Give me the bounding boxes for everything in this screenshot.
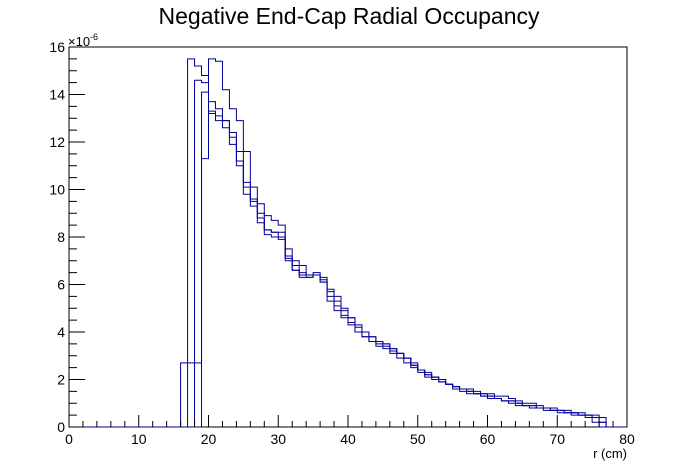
y-tick-label: 2 <box>57 372 65 388</box>
y-tick-label: 10 <box>49 182 65 198</box>
y-tick-label: 14 <box>49 87 65 103</box>
histogram-series-2 <box>69 79 627 428</box>
x-tick-label: 40 <box>340 431 356 447</box>
x-tick-label: 50 <box>410 431 426 447</box>
plot-frame <box>68 46 628 428</box>
y-axis: 0 2 4 6 8 10 12 14 16 <box>49 39 85 435</box>
y-tick-label: 6 <box>57 277 65 293</box>
x-tick-label: 0 <box>65 431 73 447</box>
y-axis-multiplier-exponent: -6 <box>90 32 98 42</box>
x-tick-label: 80 <box>619 431 635 447</box>
y-tick-label: 4 <box>57 324 65 340</box>
plot-border <box>68 46 628 428</box>
chart-title: Negative End-Cap Radial Occupancy <box>159 3 540 29</box>
x-axis-label: r (cm) <box>593 446 627 461</box>
x-tick-label: 70 <box>549 431 565 447</box>
x-tick-label: 10 <box>131 431 147 447</box>
histogram-series-3 <box>69 91 627 428</box>
y-tick-label: 16 <box>49 39 65 55</box>
series-layer <box>69 58 627 428</box>
x-tick-label: 20 <box>201 431 217 447</box>
y-axis-multiplier-base: ×10 <box>68 34 90 49</box>
y-tick-label: 8 <box>57 229 65 245</box>
y-axis-multiplier: ×10-6 <box>68 32 98 49</box>
y-tick-label: 0 <box>57 419 65 435</box>
x-tick-label: 30 <box>270 431 286 447</box>
histogram-series-4 <box>69 58 627 428</box>
histogram-series-1 <box>69 58 627 428</box>
y-tick-label: 12 <box>49 134 65 150</box>
x-tick-label: 60 <box>480 431 496 447</box>
x-axis: 0 10 20 30 40 50 60 70 80 <box>65 415 635 447</box>
